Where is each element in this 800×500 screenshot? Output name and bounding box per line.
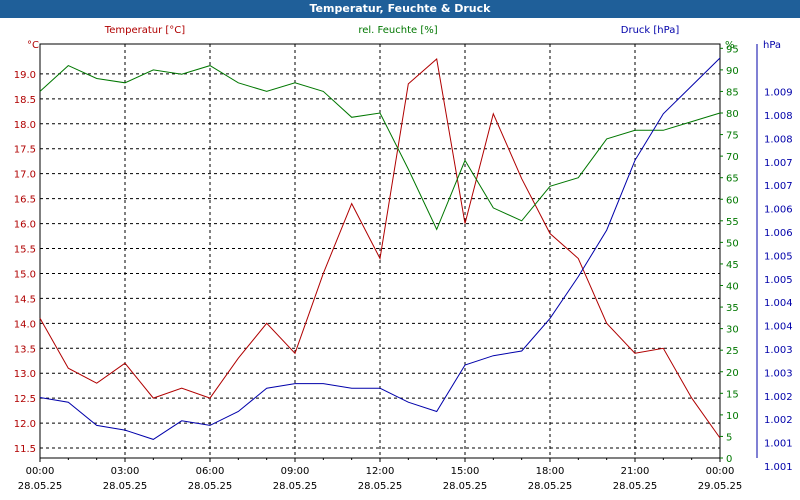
temperature-tick-label: 16.0 [14,220,36,231]
temperature-tick-label: 15.5 [14,245,36,256]
temperature-tick-label: 13.0 [14,369,36,380]
pressure-tick-label: 1.002 [764,392,793,403]
pressure-tick-label: 1.004 [764,298,793,309]
pressure-tick-label: 1.008 [764,134,793,145]
humidity-tick-label: 20 [726,368,739,379]
pressure-tick-label: 1.006 [764,228,793,239]
humidity-tick-label: 5 [726,432,732,443]
window-title: Temperatur, Feuchte & Druck [0,0,800,18]
x-tick-date: 28.05.25 [613,481,658,492]
humidity-tick-label: 30 [726,325,739,336]
x-tick-date: 28.05.25 [103,481,148,492]
pressure-series-line [39,57,721,440]
x-tick-date: 28.05.25 [18,481,63,492]
pressure-tick-label: 1.007 [764,181,793,192]
humidity-tick-label: 50 [726,238,739,249]
temperature-axis-label: Temperatur [°C] [104,25,185,36]
pressure-tick-label: 1.004 [764,322,793,333]
x-tick-date: 29.05.25 [698,481,743,492]
temperature-tick-label: 17.5 [14,145,36,156]
humidity-tick-label: 55 [726,217,739,228]
pressure-tick-label: 1.005 [764,275,793,286]
humidity-tick-label: 10 [726,411,739,422]
humidity-tick-label: 60 [726,195,739,206]
humidity-tick-label: 65 [726,174,739,185]
series-layer [39,57,721,440]
pressure-tick-label: 1.003 [764,345,793,356]
humidity-tick-label: 25 [726,346,739,357]
temperature-tick-label: 14.5 [14,294,36,305]
temperature-tick-label: 18.5 [14,95,36,106]
x-tick-time: 09:00 [281,466,310,477]
x-tick-date: 28.05.25 [358,481,403,492]
humidity-tick-label: 0 [726,454,732,465]
pressure-tick-label: 1.003 [764,368,793,379]
pressure-tick-label: 1.009 [764,88,793,99]
humidity-unit-label: % [725,40,735,51]
axes-layer: 00:00 28.05.25 03:00 28.05.25 06:00 28.05.25 0… [14,44,793,492]
temperature-tick-label: 16.5 [14,195,36,206]
x-tick-time: 12:00 [366,466,395,477]
humidity-tick-label: 90 [726,66,739,77]
x-tick-time: 00:00 [706,466,735,477]
pressure-tick-label: 1.007 [764,158,793,169]
temperature-tick-label: 15.0 [14,269,36,280]
temperature-tick-label: 11.5 [14,444,36,455]
temperature-tick-label: 12.5 [14,394,36,405]
humidity-tick-label: 45 [726,260,739,271]
x-tick-time: 15:00 [451,466,480,477]
temperature-tick-label: 14.0 [14,319,36,330]
x-tick-time: 21:00 [621,466,650,477]
humidity-tick-label: 80 [726,109,739,120]
humidity-tick-label: 95 [726,44,739,55]
x-tick-date: 28.05.25 [528,481,573,492]
x-tick-date: 28.05.25 [188,481,233,492]
pressure-tick-label: 1.002 [764,415,793,426]
pressure-tick-label: 1.005 [764,251,793,262]
pressure-unit-label: hPa [763,40,781,51]
humidity-tick-label: 35 [726,303,739,314]
temperature-tick-label: 18.0 [14,120,36,131]
x-tick-time: 03:00 [111,466,140,477]
humidity-series-line [39,65,721,231]
x-tick-date: 28.05.25 [273,481,318,492]
x-tick-time: 18:00 [536,466,565,477]
pressure-tick-label: 1.008 [764,111,793,122]
x-tick-time: 00:00 [26,466,55,477]
temperature-tick-label: 12.0 [14,419,36,430]
temperature-tick-label: 13.5 [14,344,36,355]
pressure-tick-label: 1.006 [764,205,793,216]
x-tick-time: 06:00 [196,466,225,477]
humidity-tick-label: 85 [726,87,739,98]
x-tick-date: 28.05.25 [443,481,488,492]
pressure-tick-label: 1.001 [764,462,793,473]
temperature-tick-label: 17.0 [14,170,36,181]
pressure-tick-label: 1.001 [764,439,793,450]
humidity-tick-label: 75 [726,131,739,142]
temperature-unit-label: °C [27,40,39,51]
temperature-tick-label: 19.0 [14,70,36,81]
pressure-axis-label: Druck [hPa] [621,25,680,36]
temperature-series-line [39,58,721,439]
humidity-axis-label: rel. Feuchte [%] [358,25,437,36]
humidity-tick-label: 15 [726,389,739,400]
chart-area: 00:00 28.05.25 03:00 28.05.25 06:00 28.05.25 0… [14,25,793,492]
humidity-tick-label: 40 [726,282,739,293]
humidity-tick-label: 70 [726,152,739,163]
